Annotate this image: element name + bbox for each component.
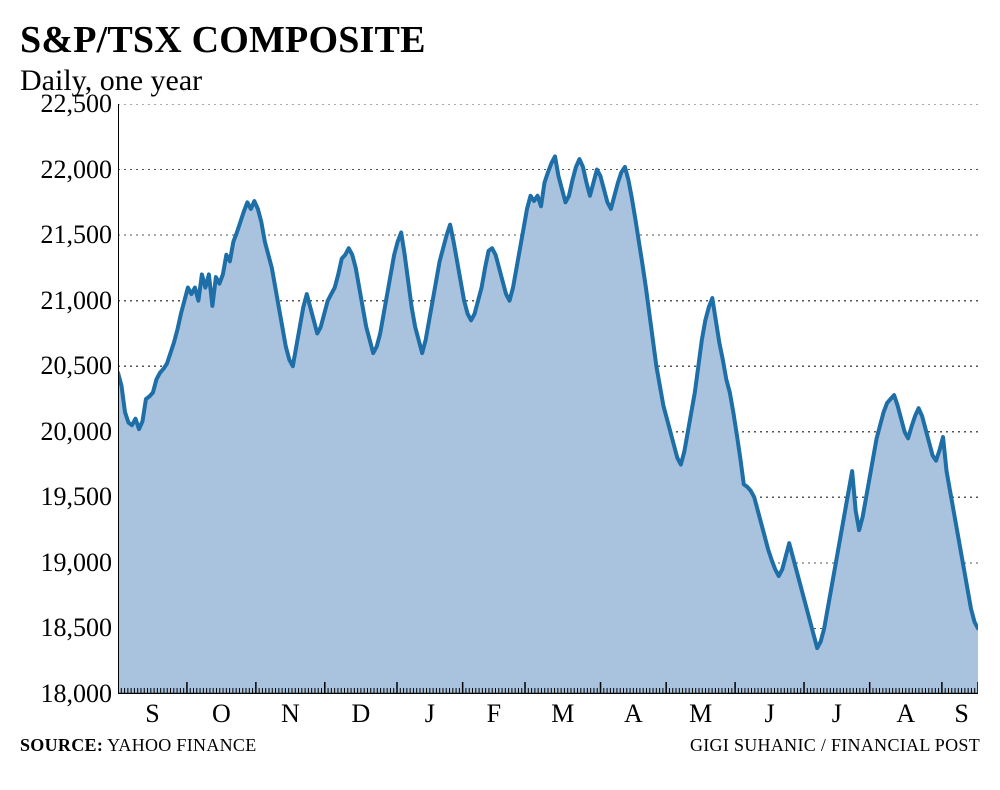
x-tick-label: O: [212, 699, 231, 729]
y-tick-label: 18,000: [41, 679, 113, 709]
byline: GIGI SUHANIC / FINANCIAL POST: [690, 735, 980, 756]
chart-plot-area: [118, 104, 978, 699]
chart-subtitle: Daily, one year: [20, 64, 980, 98]
x-tick-label: S: [954, 699, 968, 729]
y-tick-label: 22,500: [41, 89, 113, 119]
y-tick-label: 21,000: [41, 286, 113, 316]
x-tick-label: F: [487, 699, 501, 729]
y-tick-label: 19,000: [41, 548, 113, 578]
x-tick-label: A: [896, 699, 915, 729]
chart-svg: [118, 104, 978, 694]
x-tick-label: M: [551, 699, 574, 729]
x-axis-labels: SONDJFMAMJJAS: [118, 699, 978, 733]
x-tick-label: M: [689, 699, 712, 729]
x-tick-label: D: [352, 699, 371, 729]
x-tick-label: J: [425, 699, 435, 729]
y-tick-label: 20,000: [41, 417, 113, 447]
x-tick-label: N: [281, 699, 300, 729]
chart-title: S&P/TSX COMPOSITE: [20, 18, 980, 62]
source-label: SOURCE:: [20, 735, 103, 755]
y-axis-labels: 18,00018,50019,00019,50020,00020,50021,0…: [20, 104, 118, 694]
x-tick-label: J: [832, 699, 842, 729]
x-tick-label: S: [145, 699, 159, 729]
x-tick-label: A: [624, 699, 643, 729]
source-line: SOURCE: YAHOO FINANCE: [20, 735, 257, 756]
y-tick-label: 19,500: [41, 482, 113, 512]
y-tick-label: 22,000: [41, 155, 113, 185]
source-value: YAHOO FINANCE: [107, 735, 256, 755]
y-tick-label: 18,500: [41, 613, 113, 643]
x-tick-label: J: [765, 699, 775, 729]
y-tick-label: 20,500: [41, 351, 113, 381]
y-tick-label: 21,500: [41, 220, 113, 250]
